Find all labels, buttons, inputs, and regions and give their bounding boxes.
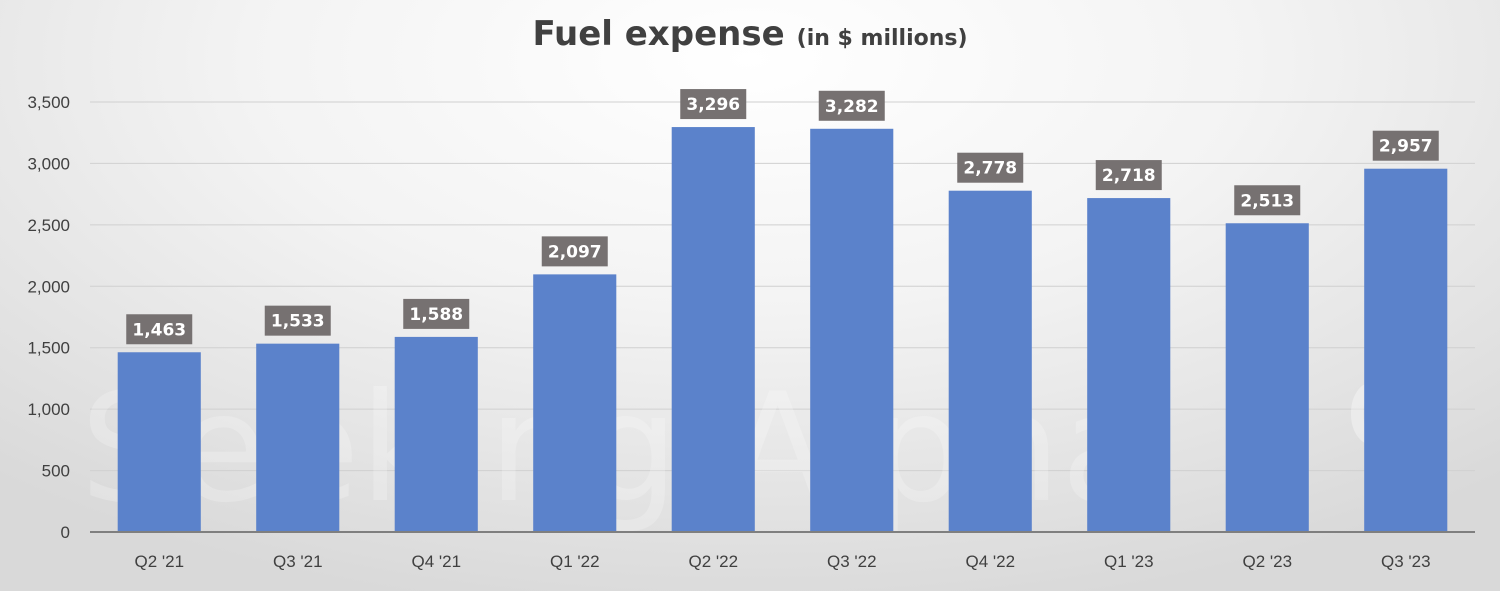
- x-tick-label: Q2 '21: [134, 552, 184, 571]
- bars: [117, 127, 1448, 533]
- axes: 0 500 1,000 1,500 2,000 2,500 3,000 3,500 Q2 '21…: [27, 93, 1475, 571]
- data-label: 2,097: [548, 242, 602, 262]
- data-label: 3,296: [686, 95, 740, 115]
- x-tick-label: Q1 '23: [1104, 552, 1154, 571]
- y-tick-label: 1,000: [27, 400, 70, 419]
- bar: [671, 127, 755, 532]
- data-label-box: [680, 89, 747, 120]
- data-label: 1,463: [132, 320, 186, 340]
- y-tick-label: 2,500: [27, 216, 70, 235]
- data-label-box: [126, 314, 193, 345]
- y-tick-label: 2,000: [27, 277, 70, 296]
- data-label-box: [1372, 130, 1439, 161]
- data-label-box: [1234, 185, 1301, 216]
- bar: [948, 190, 1032, 532]
- data-label: 2,778: [963, 159, 1017, 179]
- x-tick-label: Q3 '23: [1381, 552, 1431, 571]
- data-label-box: [264, 305, 331, 336]
- data-label: 3,282: [825, 97, 879, 117]
- data-label: 1,588: [409, 305, 463, 325]
- bar: [394, 336, 478, 532]
- bar: [1225, 223, 1309, 532]
- x-tick-label: Q3 '22: [827, 552, 877, 571]
- data-label-box: [957, 152, 1024, 183]
- data-label-box: [1095, 160, 1162, 191]
- y-tick-label: 1,500: [27, 339, 70, 358]
- x-tick-label: Q4 '21: [411, 552, 461, 571]
- data-label: 2,957: [1379, 137, 1433, 157]
- chart-title-main: Fuel expense: [532, 14, 784, 54]
- x-tick-label: Q2 '23: [1242, 552, 1292, 571]
- x-tick-label: Q3 '21: [273, 552, 323, 571]
- data-label: 2,718: [1102, 166, 1156, 186]
- bar: [810, 128, 894, 533]
- bar: [256, 343, 340, 532]
- x-tick-label: Q1 '22: [550, 552, 600, 571]
- chart-title-sub: (in $ millions): [797, 26, 968, 51]
- bar: [1087, 198, 1171, 532]
- bar: [1364, 168, 1448, 532]
- y-tick-label: 3,000: [27, 154, 70, 173]
- data-label-box: [818, 90, 885, 121]
- data-label: 2,513: [1240, 191, 1294, 211]
- chart-title: Fuel expense (in $ millions): [532, 14, 967, 54]
- data-label-box: [403, 298, 470, 329]
- x-tick-label: Q2 '22: [688, 552, 738, 571]
- data-labels: 1,463 1,533 1,588 2,097 3,296 3,282 2,778 2,718…: [126, 89, 1439, 345]
- data-label: 1,533: [271, 312, 325, 332]
- y-tick-label: 0: [61, 523, 70, 542]
- bar: [533, 274, 617, 532]
- y-tick-label: 3,500: [27, 93, 70, 112]
- bar: [117, 352, 201, 532]
- x-tick-label: Q4 '22: [965, 552, 1015, 571]
- y-tick-label: 500: [42, 462, 70, 481]
- data-label-box: [541, 236, 608, 267]
